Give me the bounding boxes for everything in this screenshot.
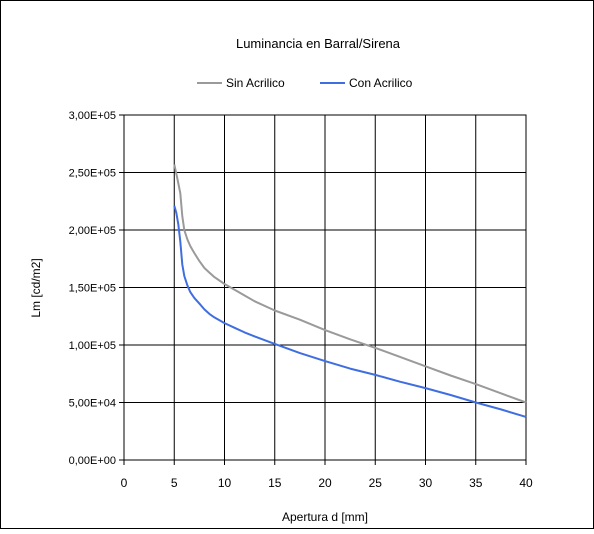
x-axis: 0 5 10 15 20 25 30 35 40: [121, 460, 533, 490]
y-tick-label: 2,50E+05: [69, 168, 116, 180]
x-tick-label: 35: [469, 476, 483, 490]
x-tick-label: 10: [218, 476, 232, 490]
y-tick-label: 2,00E+05: [69, 225, 116, 237]
x-tick-label: 15: [268, 476, 282, 490]
legend-label-0: Sin Acrilico: [226, 76, 285, 90]
y-tick-label: 3,00E+05: [69, 110, 116, 122]
y-axis-label: Lm [cd/m2]: [29, 258, 43, 317]
y-tick-label: 0,00E+00: [69, 455, 116, 467]
legend-label-1: Con Acrilico: [349, 76, 413, 90]
y-axis: 0,00E+00 5,00E+04 1,00E+05 1,50E+05 2,00E+05…: [69, 110, 124, 467]
x-tick-label: 0: [121, 476, 128, 490]
grid: [124, 115, 526, 460]
x-tick-label: 5: [171, 476, 178, 490]
chart-title: Luminancia en Barral/Sirena: [236, 36, 401, 51]
series-layer: [173, 164, 527, 418]
series-line-0: [173, 164, 527, 404]
y-tick-label: 1,00E+05: [69, 340, 116, 352]
x-tick-label: 30: [419, 476, 433, 490]
x-axis-label: Apertura d [mm]: [282, 510, 368, 524]
x-tick-label: 40: [519, 476, 533, 490]
y-tick-label: 1,50E+05: [69, 283, 116, 295]
y-tick-label: 5,00E+04: [69, 398, 116, 410]
x-tick-label: 25: [369, 476, 383, 490]
x-tick-label: 20: [318, 476, 332, 490]
series-line-1: [173, 205, 527, 418]
legend: Sin Acrilico Con Acrilico: [197, 76, 413, 90]
